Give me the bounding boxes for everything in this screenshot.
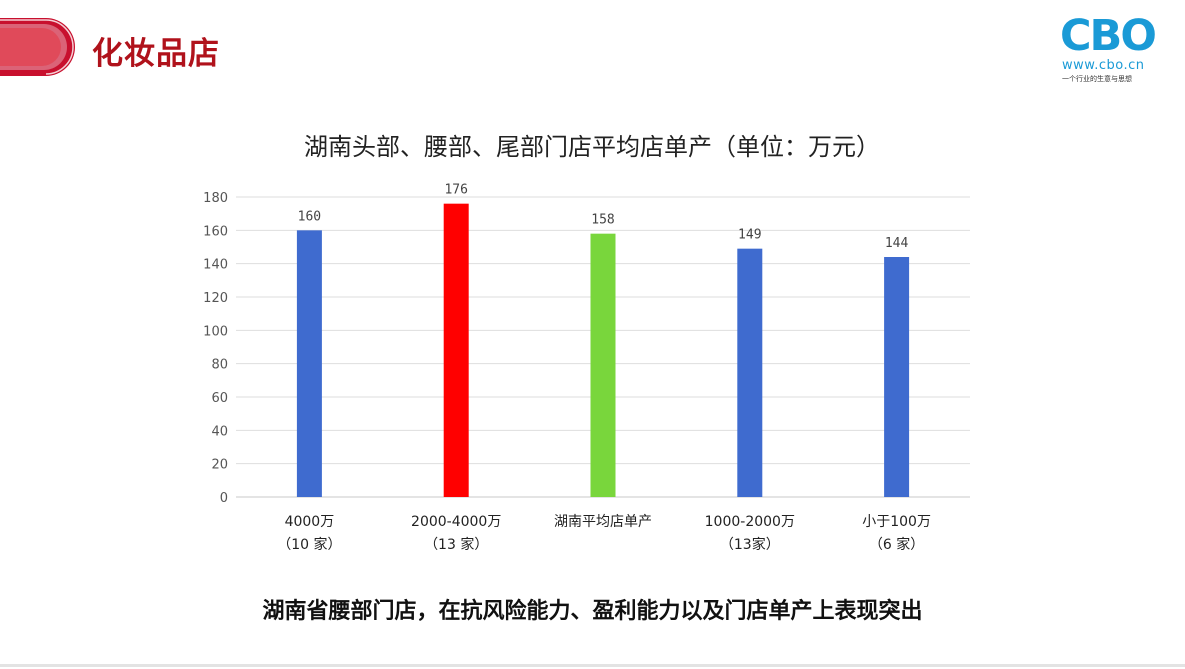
x-category-count: （13家）: [720, 536, 780, 553]
chart-title: 湖南头部、腰部、尾部门店平均店单产（单位：万元）: [304, 133, 880, 161]
data-label: 176: [444, 183, 467, 198]
data-label: 144: [885, 236, 909, 251]
y-tick-label: 80: [211, 358, 228, 373]
y-tick-label: 140: [203, 258, 228, 273]
header-badge-icon: [0, 18, 75, 76]
x-category-label: 小于100万: [862, 514, 931, 530]
logo-wordmark: CBO: [1060, 11, 1157, 61]
y-tick-label: 0: [220, 491, 228, 506]
bar: [884, 257, 910, 497]
y-tick-label: 20: [211, 458, 228, 473]
x-category-count: （6 家）: [869, 536, 924, 553]
logo-url: www.cbo.cn: [1062, 58, 1145, 73]
x-axis: 4000万 （10 家） 2000-4000万 （13 家） 湖南平均店单产 1000-2…: [277, 514, 931, 553]
conclusion-text: 湖南省腰部门店，在抗风险能力、盈利能力以及门店单产上表现突出: [262, 599, 923, 624]
bar: [296, 230, 322, 498]
data-label: 160: [298, 209, 321, 224]
y-tick-label: 180: [203, 191, 228, 206]
bar: [590, 233, 616, 497]
bar: [737, 248, 763, 497]
y-tick-label: 120: [203, 291, 228, 306]
y-tick-label: 60: [211, 391, 228, 406]
x-category-label: 湖南平均店单产: [554, 514, 652, 530]
y-tick-label: 40: [211, 424, 228, 439]
x-category-label: 1000-2000万: [705, 514, 795, 530]
x-category-count: （10 家）: [277, 536, 341, 553]
bar-chart: 湖南头部、腰部、尾部门店平均店单产（单位：万元） 0 20 40 60 80 100 120…: [203, 133, 970, 553]
data-label: 158: [591, 213, 614, 228]
y-axis: 0 20 40 60 80 100 120 140 160 180: [203, 191, 228, 506]
logo-tagline: 一个行业的生意与思想: [1062, 75, 1132, 83]
x-category-label: 4000万: [285, 514, 335, 530]
y-tick-label: 100: [203, 324, 228, 339]
chart-bars: 160 176 158 149 144: [296, 183, 910, 498]
bar: [443, 203, 469, 497]
y-tick-label: 160: [203, 224, 228, 239]
data-label: 149: [738, 228, 761, 243]
cbo-logo: CBO www.cbo.cn 一个行业的生意与思想: [1058, 14, 1170, 84]
x-category-count: （13 家）: [424, 536, 488, 553]
x-category-label: 2000-4000万: [411, 514, 501, 530]
bottom-divider: [0, 664, 1185, 667]
page-title: 化妆品店: [92, 36, 220, 72]
